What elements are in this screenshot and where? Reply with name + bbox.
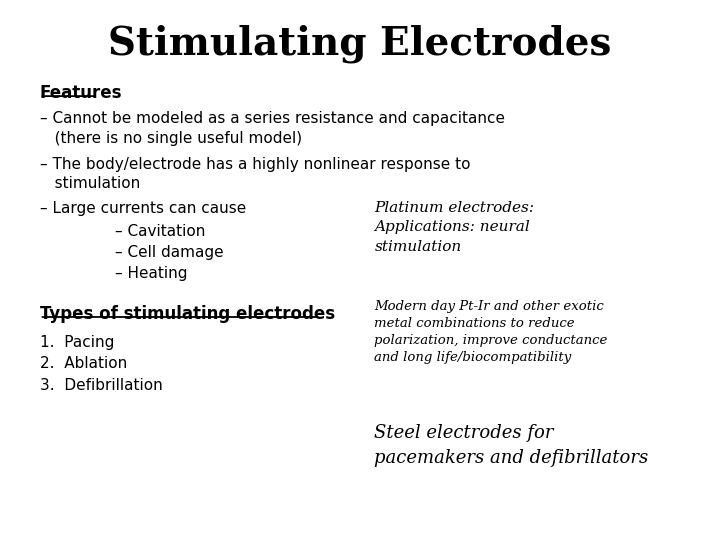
Text: Modern day Pt-Ir and other exotic
metal combinations to reduce
polarization, imp: Modern day Pt-Ir and other exotic metal … — [374, 300, 608, 364]
Text: Features: Features — [40, 84, 122, 102]
Text: – Large currents can cause: – Large currents can cause — [40, 201, 246, 216]
Text: 3.  Defibrillation: 3. Defibrillation — [40, 378, 162, 393]
Text: – Cannot be modeled as a series resistance and capacitance
   (there is no singl: – Cannot be modeled as a series resistan… — [40, 111, 505, 145]
Text: Stimulating Electrodes: Stimulating Electrodes — [108, 24, 612, 63]
Text: Types of stimulating electrodes: Types of stimulating electrodes — [40, 305, 335, 323]
Text: – Cell damage: – Cell damage — [115, 245, 224, 260]
Text: 2.  Ablation: 2. Ablation — [40, 356, 127, 372]
Text: – Heating: – Heating — [115, 266, 188, 281]
Text: Steel electrodes for
pacemakers and defibrillators: Steel electrodes for pacemakers and defi… — [374, 424, 649, 467]
Text: – Cavitation: – Cavitation — [115, 224, 206, 239]
Text: 1.  Pacing: 1. Pacing — [40, 335, 114, 350]
Text: Platinum electrodes:
Applications: neural
stimulation: Platinum electrodes: Applications: neura… — [374, 201, 534, 254]
Text: – The body/electrode has a highly nonlinear response to
   stimulation: – The body/electrode has a highly nonlin… — [40, 157, 470, 191]
